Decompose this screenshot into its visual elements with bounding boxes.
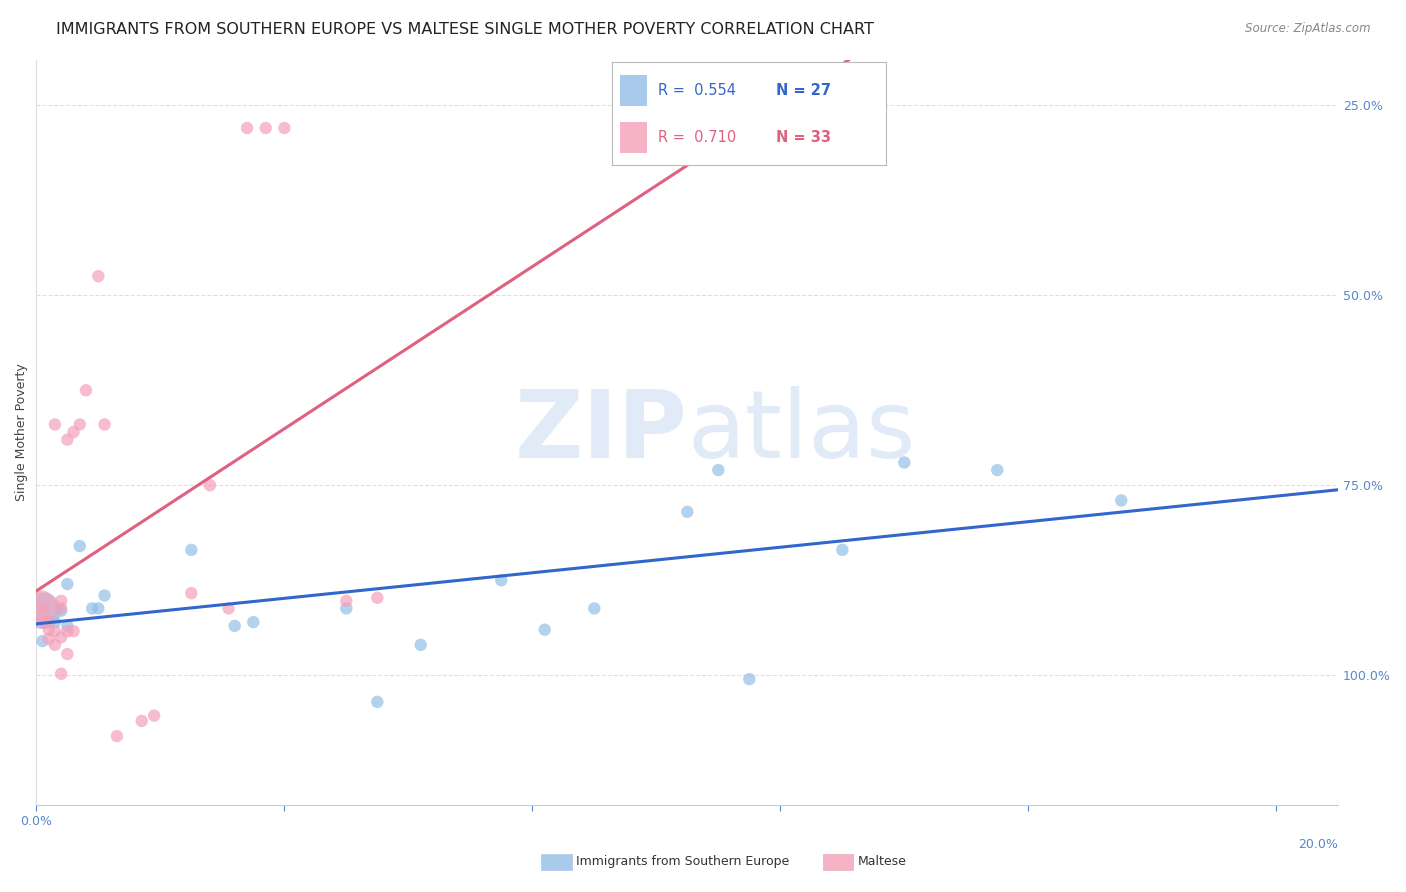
Point [38, 623, 60, 637]
Point [49, 666, 72, 681]
Point [131, 714, 153, 728]
Point [93, 417, 115, 432]
Bar [620, 122, 647, 153]
Point [69, 539, 91, 553]
Point [254, 121, 277, 136]
Point [38, 615, 60, 629]
Point [56, 619, 79, 633]
Point [34, 615, 56, 629]
Point [31, 634, 53, 648]
Point [31, 601, 53, 615]
Point [180, 586, 202, 600]
Point [583, 601, 606, 615]
Point [831, 542, 853, 557]
Text: Source: ZipAtlas.com: Source: ZipAtlas.com [1246, 22, 1371, 36]
Point [44, 615, 66, 629]
Point [44, 417, 66, 432]
Point [224, 619, 246, 633]
Text: Maltese: Maltese [858, 855, 907, 868]
Point [143, 708, 166, 723]
Point [82, 601, 104, 615]
Point [180, 542, 202, 557]
Point [49, 630, 72, 644]
Point [87, 601, 110, 615]
Point [366, 695, 388, 709]
Text: 20.0%: 20.0% [1298, 838, 1339, 851]
Text: N = 27: N = 27 [776, 83, 831, 97]
Point [44, 624, 66, 639]
Point [533, 623, 555, 637]
Point [75, 384, 97, 398]
Point [69, 417, 91, 432]
Point [491, 574, 513, 588]
Point [273, 121, 295, 136]
Text: IMMIGRANTS FROM SOUTHERN EUROPE VS MALTESE SINGLE MOTHER POVERTY CORRELATION CHA: IMMIGRANTS FROM SOUTHERN EUROPE VS MALTE… [56, 22, 875, 37]
Point [87, 269, 110, 284]
Text: Immigrants from Southern Europe: Immigrants from Southern Europe [576, 855, 790, 868]
Point [56, 577, 79, 591]
Point [893, 455, 915, 469]
Point [49, 604, 72, 618]
Point [49, 601, 72, 615]
Point [366, 591, 388, 605]
Text: ZIP: ZIP [515, 386, 688, 478]
Point [198, 478, 221, 492]
Text: R =  0.554: R = 0.554 [658, 83, 737, 97]
Bar [620, 75, 647, 105]
Point [242, 615, 264, 629]
Point [236, 121, 259, 136]
Point [218, 601, 240, 615]
Point [335, 601, 357, 615]
Point [1109, 493, 1132, 508]
Point [56, 647, 79, 661]
Text: atlas: atlas [688, 386, 915, 478]
Point [409, 638, 432, 652]
Point [676, 505, 699, 519]
Point [105, 729, 128, 743]
Point [56, 624, 79, 639]
Text: N = 33: N = 33 [776, 130, 831, 145]
Y-axis label: Single Mother Poverty: Single Mother Poverty [15, 363, 28, 501]
Point [986, 463, 1008, 477]
Point [62, 624, 84, 639]
Point [31, 615, 53, 629]
Point [738, 672, 761, 686]
Point [44, 638, 66, 652]
Text: R =  0.710: R = 0.710 [658, 130, 737, 145]
Point [56, 433, 79, 447]
Point [28, 601, 51, 615]
Point [707, 463, 730, 477]
Point [31, 604, 53, 618]
Point [93, 589, 115, 603]
Point [49, 594, 72, 608]
Point [62, 425, 84, 439]
Point [335, 594, 357, 608]
Point [38, 632, 60, 646]
